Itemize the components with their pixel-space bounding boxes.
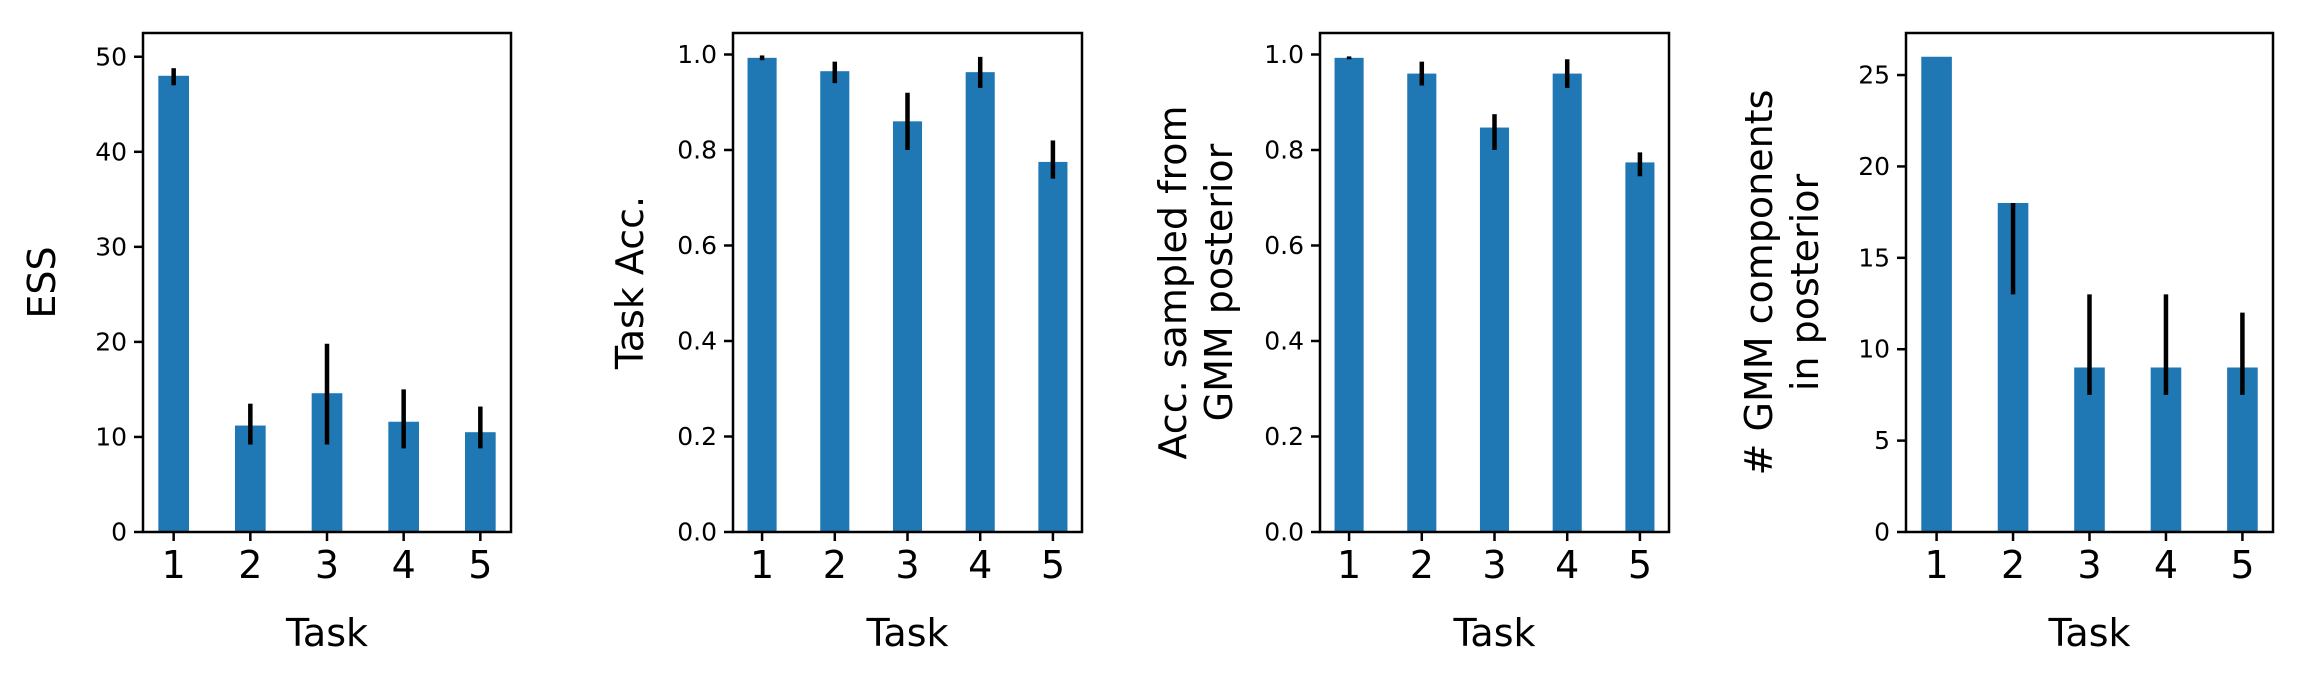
y-tick-label: 20 [95, 327, 127, 356]
bar-task-1 [1334, 57, 1364, 532]
y-tick-label: 0.8 [1264, 135, 1304, 164]
y-tick-label: 10 [95, 422, 127, 451]
bar-task-5 [1038, 161, 1068, 532]
y-tick-label: 0.2 [677, 422, 717, 451]
y-axis-label: ESS [20, 246, 64, 318]
x-tick-label: 4 [968, 543, 992, 587]
x-tick-label: 3 [2077, 543, 2101, 587]
chart-panel-2: 0.0 0.2 0.4 0.6 0.8 1.0 1 2 3 4 5 Task Task Acc. [608, 31, 1084, 655]
chart-panel-4: 0 5 10 15 20 25 1 2 3 4 5 Task # GMM components in po… [1737, 31, 2275, 655]
bar-task-3 [1479, 127, 1510, 533]
x-tick-label: 4 [392, 543, 416, 587]
x-tick-label: 2 [823, 543, 847, 587]
y-tick-label: 0.4 [677, 326, 717, 355]
x-axis-label: Task [865, 611, 948, 655]
bar-task-4 [965, 72, 995, 533]
y-tick-label: 10 [1858, 335, 1890, 364]
bar-task-5 [465, 432, 496, 532]
y-tick-label: 0.0 [677, 518, 717, 547]
x-tick-label: 2 [1410, 543, 1434, 587]
x-tick-label: 1 [750, 543, 774, 587]
y-tick-label: 20 [1858, 152, 1890, 181]
x-tick-label: 3 [895, 543, 919, 587]
y-tick-label: 0 [111, 518, 127, 547]
x-tick-label: 3 [315, 543, 339, 587]
y-axis-label: Acc. sampled from [1151, 105, 1195, 459]
x-tick-label: 1 [162, 543, 186, 587]
x-axis-label: Task [1452, 611, 1535, 655]
chart-panel-3: 0.0 0.2 0.4 0.6 0.8 1.0 1 2 3 4 5 Task Acc. sampled … [1151, 31, 1671, 655]
x-axis-label: Task [285, 611, 368, 655]
bar-task-1 [1921, 56, 1952, 533]
y-tick-label: 0.8 [677, 135, 717, 164]
bar-task-2 [1407, 73, 1437, 533]
bar-task-1 [747, 57, 777, 532]
x-tick-label: 4 [1555, 543, 1579, 587]
y-tick-label: 0.6 [1264, 231, 1304, 260]
y-tick-label: 25 [1858, 61, 1890, 90]
x-tick-label: 4 [2154, 543, 2178, 587]
y-tick-label: 1.0 [1264, 40, 1304, 69]
x-tick-label: 3 [1482, 543, 1506, 587]
y-axis-label: # GMM components [1737, 90, 1781, 476]
bar-task-3 [892, 121, 923, 532]
bar-task-1 [158, 75, 189, 533]
y-tick-label: 0.4 [1264, 326, 1304, 355]
y-tick-label: 30 [95, 232, 127, 261]
x-tick-label: 1 [1924, 543, 1948, 587]
y-axis-label: Task Acc. [608, 196, 652, 370]
y-tick-label: 15 [1858, 243, 1890, 272]
y-axis-label: GMM posterior [1197, 143, 1241, 421]
y-tick-label: 0 [1874, 518, 1890, 547]
y-axis-label: in posterior [1783, 174, 1827, 392]
y-tick-label: 0.6 [677, 231, 717, 260]
bar-task-5 [1625, 162, 1655, 532]
y-tick-label: 1.0 [677, 40, 717, 69]
y-tick-label: 5 [1874, 426, 1890, 455]
bar-task-4 [1552, 73, 1582, 533]
x-tick-label: 2 [2001, 543, 2025, 587]
x-tick-label: 2 [238, 543, 262, 587]
x-tick-label: 5 [2230, 543, 2254, 587]
bar-task-2 [820, 71, 850, 532]
y-tick-label: 0.0 [1264, 518, 1304, 547]
x-tick-label: 5 [468, 543, 492, 587]
x-axis-label: Task [2047, 611, 2130, 655]
y-tick-label: 0.2 [1264, 422, 1304, 451]
chart-panel-1: 0 10 20 30 40 50 1 2 3 4 5 Task ESS [20, 31, 513, 655]
y-tick-label: 50 [95, 42, 127, 71]
y-tick-label: 40 [95, 137, 127, 166]
x-tick-label: 5 [1041, 543, 1065, 587]
x-tick-label: 1 [1337, 543, 1361, 587]
x-tick-label: 5 [1628, 543, 1652, 587]
